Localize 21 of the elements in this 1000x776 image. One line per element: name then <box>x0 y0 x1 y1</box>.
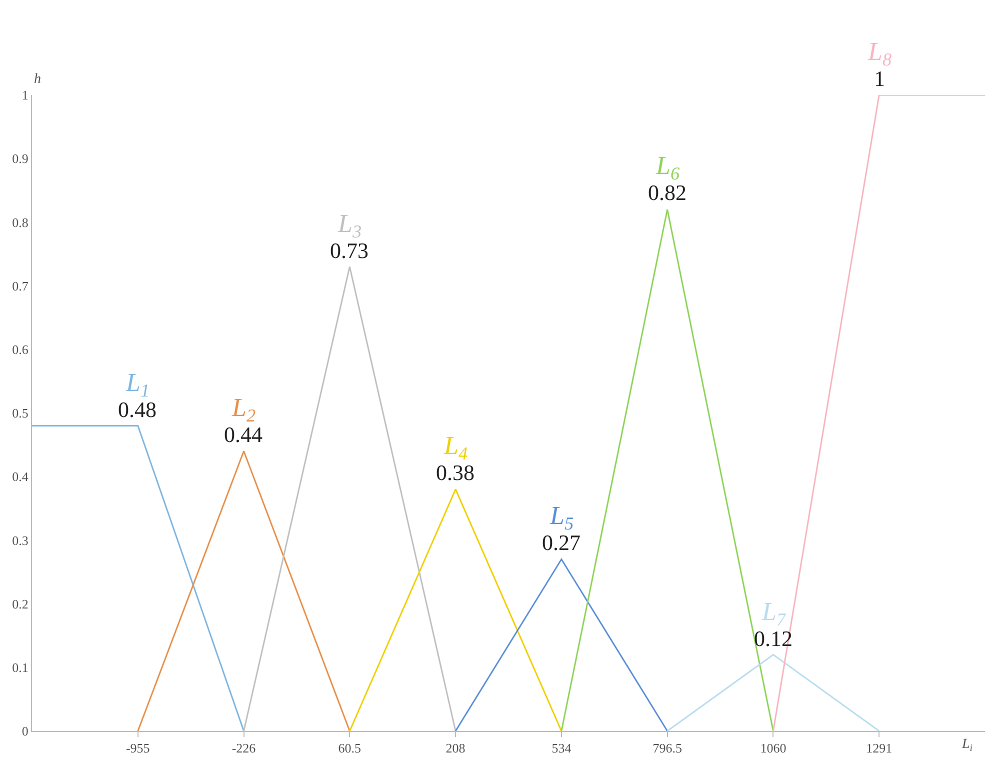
x-tick-label: -955 <box>126 740 150 756</box>
x-tick-label: 796.5 <box>652 740 682 756</box>
x-tick-label: -226 <box>232 740 256 756</box>
y-tick-label: 0.9 <box>12 151 28 166</box>
x-tick-label: 1291 <box>866 740 892 756</box>
y-tick-label: 0.4 <box>12 469 29 484</box>
x-tick-label: 60.5 <box>338 740 362 756</box>
x-tick-label: 208 <box>446 740 466 756</box>
y-tick-label: 0.5 <box>12 406 28 421</box>
y-tick-label: 0.6 <box>12 342 29 357</box>
x-tick-label: 534 <box>552 740 572 756</box>
y-tick-label: 0.3 <box>12 532 28 548</box>
x-tick-label: 1060 <box>760 740 786 756</box>
y-axis-title: h <box>34 72 41 87</box>
y-tick-label: 0.7 <box>12 278 29 294</box>
x-axis-title: L$_{i}$ <box>961 737 973 754</box>
y-tick-label: 0.8 <box>12 214 28 230</box>
y-tick-label: 1 <box>22 88 28 103</box>
y-tick-label: 0.2 <box>12 596 28 612</box>
y-tick-label: 0.1 <box>12 660 28 675</box>
y-tick-label: 0 <box>22 724 28 739</box>
